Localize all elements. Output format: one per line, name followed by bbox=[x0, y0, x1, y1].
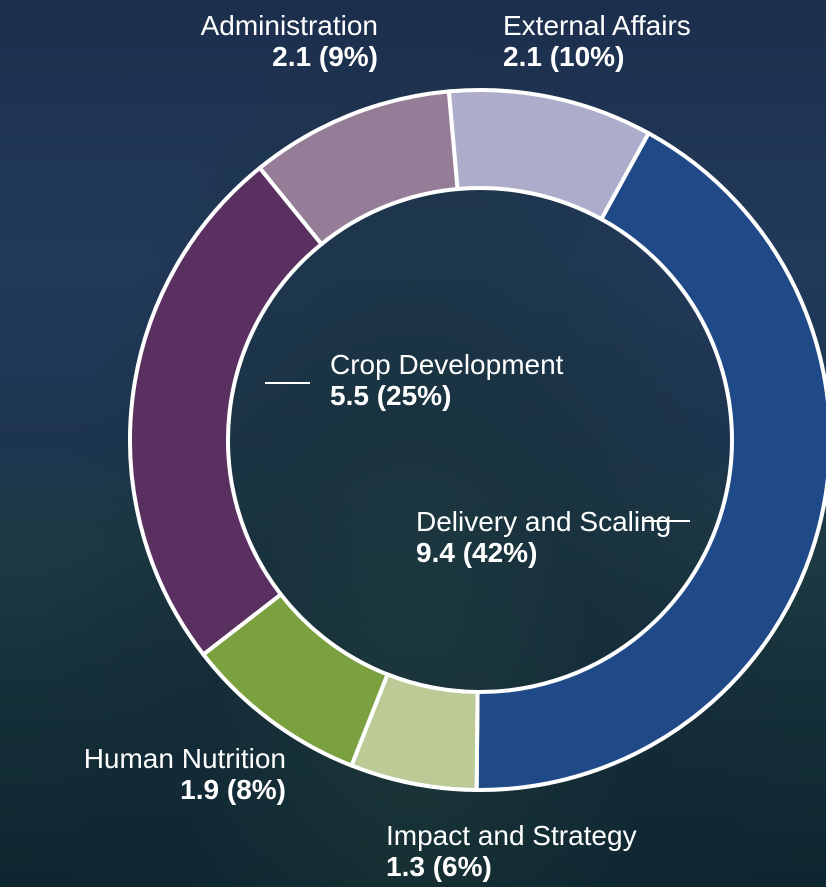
value-label: 9.4 (42%) bbox=[416, 537, 537, 568]
value-label: 1.3 (6%) bbox=[386, 851, 492, 882]
value-label: 2.1 (9%) bbox=[120, 41, 378, 72]
value-label: 1.9 (8%) bbox=[10, 774, 286, 805]
category-name: External Affairs bbox=[503, 10, 691, 41]
category-name: Human Nutrition bbox=[84, 743, 286, 774]
category-name: Administration bbox=[201, 10, 378, 41]
category-name: Impact and Strategy bbox=[386, 820, 637, 851]
slice-label: Delivery and Scaling 9.4 (42%) bbox=[416, 506, 701, 568]
value-label: 5.5 (25%) bbox=[330, 380, 650, 411]
slice-label: Impact and Strategy 1.3 (6%) bbox=[386, 820, 656, 882]
donut-slice bbox=[130, 168, 321, 654]
chart: Administration2.1 (9%)External Affairs2.… bbox=[0, 0, 826, 887]
donut-slice bbox=[477, 133, 826, 790]
category-name: Crop Development bbox=[330, 349, 563, 380]
category-name: Delivery and Scaling bbox=[416, 506, 671, 537]
value-label: 2.1 (10%) bbox=[503, 41, 763, 72]
